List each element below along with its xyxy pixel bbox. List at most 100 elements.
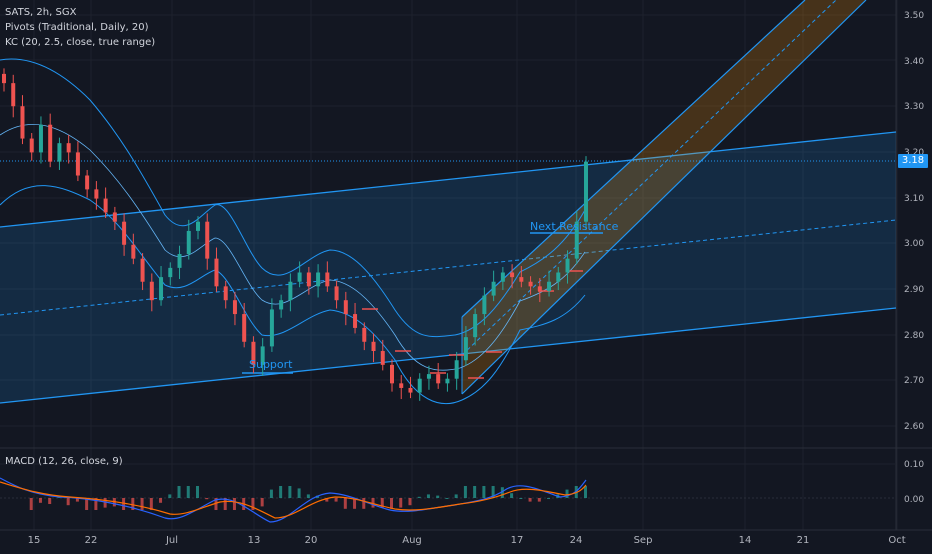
candle-body	[353, 314, 358, 328]
time-axis[interactable]: 15 22 Jul 13 20 Aug 17 24 Sep 14 21 Oct	[28, 535, 906, 546]
candle-body	[29, 138, 34, 153]
macd-axis-label: 0.10	[904, 460, 924, 470]
support-label[interactable]: Support	[249, 358, 293, 371]
pivots-indicator-label[interactable]: Pivots (Traditional, Daily, 20)	[5, 22, 149, 33]
price-axis-label: 3.10	[904, 194, 924, 204]
time-axis-label: 14	[739, 535, 752, 546]
price-axis-label: 3.00	[904, 239, 924, 249]
macd-bar	[75, 498, 79, 502]
time-axis-label: 22	[85, 535, 98, 546]
candle-body	[288, 281, 293, 301]
macd-bar	[159, 498, 163, 503]
candle-body	[371, 341, 376, 352]
candle-body	[269, 309, 274, 347]
price-candles	[2, 68, 588, 401]
macd-bar	[426, 494, 430, 498]
candle-body	[436, 374, 441, 384]
price-axis-label: 3.30	[904, 102, 924, 112]
candle-body	[85, 175, 90, 190]
macd-bar	[399, 498, 403, 508]
macd-bar	[436, 495, 440, 498]
candle-body	[473, 314, 478, 338]
macd-bar	[463, 486, 467, 498]
macd-bar	[269, 489, 273, 498]
candle-body	[38, 124, 43, 153]
candle-body	[75, 152, 80, 176]
macd-bar	[500, 487, 504, 498]
candle-body	[20, 106, 25, 139]
candle-body	[48, 124, 53, 162]
signal-line	[0, 481, 587, 519]
time-axis-label: 13	[248, 535, 261, 546]
macd-title: MACD (12, 26, close, 9)	[5, 456, 123, 467]
candle-body	[122, 221, 127, 245]
macd-bar	[223, 498, 227, 510]
macd-bar	[371, 498, 375, 508]
macd-bar	[473, 486, 477, 498]
macd-bar	[316, 495, 320, 498]
candle-body	[584, 161, 588, 222]
macd-bar	[325, 498, 329, 502]
candle-body	[500, 272, 505, 282]
macd-bar	[205, 498, 209, 500]
candle-body	[454, 360, 459, 379]
macd-bar	[122, 498, 126, 510]
macd-bar	[131, 498, 135, 510]
macd-bar	[232, 498, 236, 510]
macd-bar	[565, 489, 569, 498]
candle-body	[196, 221, 200, 231]
regression-channel[interactable]	[0, 131, 897, 404]
price-axis-label: 2.60	[904, 422, 924, 432]
candle-body	[297, 272, 302, 282]
candle-body	[149, 281, 154, 301]
price-axis-label: 3.20	[904, 148, 924, 158]
macd-bar	[491, 486, 495, 498]
macd-line	[0, 477, 587, 523]
macd-bar	[140, 498, 144, 510]
candle-body	[11, 83, 16, 107]
price-axis-label: 2.70	[904, 376, 924, 386]
candle-body	[574, 221, 579, 259]
candle-body	[103, 198, 108, 213]
macd-bar	[343, 498, 347, 509]
time-axis-label: 20	[305, 535, 318, 546]
macd-bar	[537, 498, 541, 502]
macd-bar	[288, 486, 292, 498]
macd-bar	[94, 498, 98, 510]
macd-bar	[445, 498, 449, 499]
candle-body	[519, 277, 524, 282]
candle-body	[131, 244, 136, 259]
keltner-channel	[0, 58, 586, 405]
macd-bar	[214, 498, 218, 510]
macd-bar	[306, 494, 310, 498]
time-axis-label: 15	[28, 535, 41, 546]
next-resistance-label[interactable]: Next Resistance	[530, 220, 619, 233]
macd-bar	[380, 498, 384, 508]
time-axis-label: 24	[570, 535, 583, 546]
candle-body	[279, 300, 284, 310]
macd-bar	[353, 498, 357, 509]
candle-body	[547, 281, 552, 291]
candle-body	[251, 341, 256, 365]
price-axis[interactable]: 3.50 3.40 3.30 3.20 3.10 3.00 2.90 2.80 …	[904, 11, 924, 432]
candle-body	[334, 286, 339, 301]
time-axis-label: 21	[797, 535, 810, 546]
candle-body	[399, 383, 404, 388]
chart-legend: SATS, 2h, SGX Pivots (Traditional, Daily…	[5, 5, 155, 50]
macd-bar	[362, 498, 366, 509]
candle-body	[306, 272, 311, 287]
macd-pane[interactable]: 0.10 0.00 MACD (12, 26, close, 9)	[0, 456, 924, 523]
macd-bar	[297, 488, 301, 498]
candle-body	[528, 281, 533, 287]
symbol-title[interactable]: SATS, 2h, SGX	[5, 7, 77, 18]
candle-body	[426, 374, 431, 379]
candle-body	[417, 378, 422, 393]
candle-body	[242, 314, 247, 342]
kc-indicator-label[interactable]: KC (20, 2.5, close, true range)	[5, 37, 156, 48]
macd-bar	[66, 498, 70, 506]
macd-bar	[510, 493, 514, 498]
candle-body	[537, 286, 542, 291]
macd-bar	[417, 496, 421, 498]
macd-bar	[482, 486, 486, 498]
